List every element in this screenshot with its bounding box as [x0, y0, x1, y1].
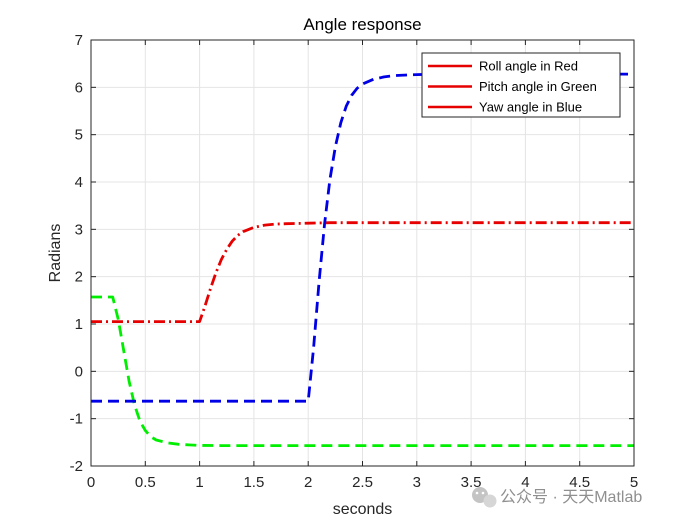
y-tick-label: 0 — [75, 363, 83, 380]
x-tick-label: 4.5 — [569, 474, 590, 491]
tick-marks — [90, 39, 635, 467]
y-tick-labels: -2 -1 0 1 2 3 4 5 6 7 — [70, 32, 83, 475]
x-tick-labels: 0 0.5 1 1.5 2 2.5 3 3.5 4 4.5 5 — [87, 474, 638, 491]
legend: Roll angle in Red Pitch angle in Green Yaw… — [421, 52, 621, 118]
x-tick-label: 3 — [413, 474, 421, 491]
x-tick-label: 1 — [195, 474, 203, 491]
y-tick-label: 2 — [75, 269, 83, 286]
legend-entry-label: Roll angle in Red — [479, 59, 578, 74]
x-tick-label: 1.5 — [243, 474, 264, 491]
y-tick-label: 6 — [75, 79, 83, 96]
y-tick-label: 5 — [75, 127, 83, 144]
y-tick-label: 7 — [75, 32, 83, 49]
x-tick-label: 2.5 — [352, 474, 373, 491]
y-tick-label: 3 — [75, 221, 83, 238]
x-tick-label: 0 — [87, 474, 95, 491]
y-tick-label: -2 — [70, 458, 83, 475]
x-tick-label: 0.5 — [135, 474, 156, 491]
x-axis-label: seconds — [333, 501, 393, 518]
x-tick-label: 2 — [304, 474, 312, 491]
y-axis-label: Radians — [47, 224, 64, 283]
y-tick-label: 1 — [75, 316, 83, 333]
wechat-icon — [472, 487, 497, 508]
watermark: 公众号 · 天天Matlab — [472, 487, 642, 508]
y-tick-label: 4 — [75, 174, 83, 191]
legend-entry-label: Pitch angle in Green — [479, 79, 597, 94]
series-line-1 — [91, 221, 634, 324]
x-tick-label: 3.5 — [461, 474, 482, 491]
legend-entry-label: Yaw angle in Blue — [479, 100, 582, 115]
series-line-2 — [91, 295, 634, 448]
watermark-text: 公众号 · 天天Matlab — [500, 488, 642, 506]
x-tick-label: 4 — [521, 474, 529, 491]
chart-title: Angle response — [303, 15, 421, 34]
y-tick-label: -1 — [70, 411, 83, 428]
x-tick-label: 5 — [630, 474, 638, 491]
